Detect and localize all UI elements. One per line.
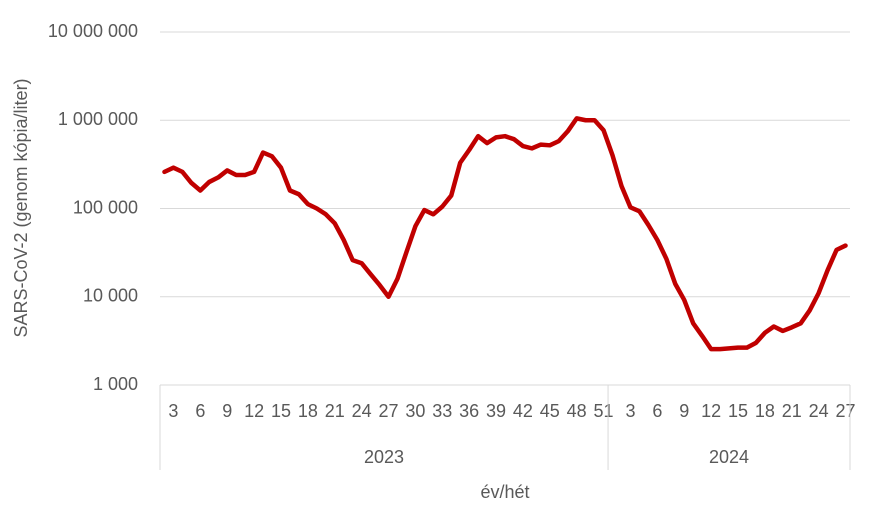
x-tick-label: 42 (513, 401, 533, 421)
x-tick-label: 45 (540, 401, 560, 421)
x-tick-label: 27 (378, 401, 398, 421)
y-tick-label: 10 000 (83, 286, 138, 306)
x-tick-label: 12 (701, 401, 721, 421)
x-tick-label: 24 (809, 401, 829, 421)
x-tick-label: 39 (486, 401, 506, 421)
y-tick-label: 1 000 000 (58, 109, 138, 129)
x-tick-label: 21 (782, 401, 802, 421)
x-tick-label: 27 (836, 401, 856, 421)
x-tick-label: 9 (679, 401, 689, 421)
x-tick-label: 9 (222, 401, 232, 421)
x-tick-label: 18 (298, 401, 318, 421)
x-tick-label: 21 (325, 401, 345, 421)
x-tick-label: 24 (352, 401, 372, 421)
y-tick-label: 100 000 (73, 197, 138, 217)
x-tick-label: 30 (405, 401, 425, 421)
x-tick-label: 12 (244, 401, 264, 421)
x-tick-label: 3 (625, 401, 635, 421)
y-axis-title: SARS-CoV-2 (genom kópia/liter) (11, 78, 31, 337)
group-label: 2024 (709, 447, 749, 467)
x-tick-label: 33 (432, 401, 452, 421)
group-label: 2023 (364, 447, 404, 467)
x-tick-label: 48 (567, 401, 587, 421)
x-tick-label: 51 (594, 401, 614, 421)
x-tick-label: 18 (755, 401, 775, 421)
y-tick-label: 10 000 000 (48, 21, 138, 41)
y-tick-label: 1 000 (93, 374, 138, 394)
x-tick-label: 15 (728, 401, 748, 421)
x-tick-label: 15 (271, 401, 291, 421)
x-tick-label: 6 (195, 401, 205, 421)
data-line (162, 116, 848, 352)
x-tick-label: 36 (459, 401, 479, 421)
x-axis-title: év/hét (480, 482, 529, 502)
x-tick-label: 3 (168, 401, 178, 421)
x-tick-label: 6 (652, 401, 662, 421)
